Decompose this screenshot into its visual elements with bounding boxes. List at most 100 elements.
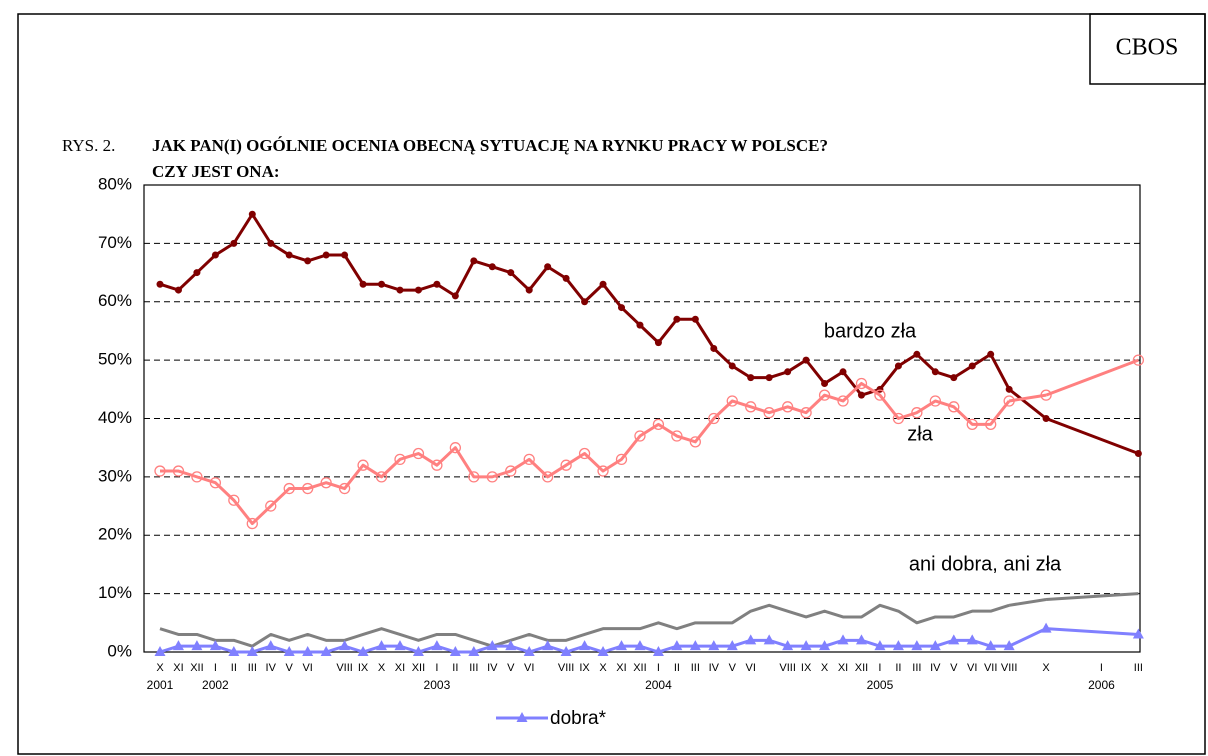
point [689, 640, 701, 651]
x-tick-label: V [507, 662, 515, 674]
point [819, 640, 831, 651]
point [544, 263, 552, 271]
point [246, 517, 258, 530]
point [412, 646, 424, 656]
x-tick-label: I [214, 662, 217, 674]
point [486, 471, 498, 483]
point [747, 374, 755, 382]
point [892, 412, 905, 425]
point [507, 269, 515, 277]
point [837, 634, 849, 645]
series-label: ani dobra, ani zła [909, 553, 1062, 575]
x-tick-label: VIII [336, 662, 353, 674]
x-tick-label: II [231, 662, 237, 674]
point [966, 418, 978, 430]
point [375, 471, 388, 483]
point [597, 465, 609, 477]
point [710, 344, 718, 352]
x-tick-label: X [599, 662, 607, 674]
x-tick-label: I [878, 662, 881, 674]
point [357, 459, 369, 471]
point [689, 436, 701, 448]
point [948, 634, 960, 645]
point [228, 646, 240, 656]
point [468, 646, 480, 656]
point [394, 453, 406, 466]
y-tick-label: 40% [98, 408, 132, 427]
x-tick-label: I [435, 662, 438, 674]
point [634, 430, 646, 442]
plot-area [143, 184, 1141, 653]
point [396, 286, 404, 294]
legend-marker [516, 712, 528, 722]
point [671, 640, 683, 651]
point [728, 362, 736, 370]
point [525, 286, 533, 294]
x-tick-label: IV [709, 662, 720, 674]
point [265, 500, 277, 512]
year-label: 2005 [867, 678, 894, 692]
point [376, 640, 388, 651]
point [1040, 622, 1052, 633]
point [451, 292, 459, 300]
point [562, 274, 570, 282]
y-tick-label: 30% [98, 466, 132, 485]
gap-bridge [1045, 592, 1139, 601]
point [618, 304, 625, 312]
point [708, 640, 720, 651]
point [726, 395, 738, 407]
x-tick-label: VIII [779, 662, 796, 674]
point [267, 239, 275, 247]
gap-bridge [1008, 597, 1047, 607]
chart-title: JAK PAN(I) OGÓLNIE OCENIA OBECNĄ SYTUACJ… [152, 136, 828, 155]
point [763, 407, 775, 419]
x-tick-label: V [286, 662, 294, 674]
y-tick-label: 20% [98, 525, 132, 544]
point [616, 640, 627, 651]
point [542, 640, 554, 651]
point [876, 385, 884, 393]
badge-box [1089, 13, 1206, 85]
point [913, 350, 921, 358]
x-tick-label: III [248, 662, 257, 674]
point [581, 298, 589, 306]
y-tick-label: 0% [107, 641, 132, 660]
point [449, 442, 462, 454]
point [784, 368, 792, 376]
x-tick-label: I [657, 662, 660, 674]
x-tick-label: XII [855, 662, 868, 674]
year-label: 2004 [645, 678, 672, 692]
point [892, 640, 904, 651]
point [821, 379, 829, 387]
point [154, 465, 166, 477]
point [839, 368, 847, 376]
point [357, 646, 369, 656]
point [763, 634, 775, 645]
y-tick-label: 70% [98, 233, 132, 252]
point [359, 280, 367, 288]
point [911, 407, 923, 419]
y-tick-label: 50% [98, 350, 132, 369]
point [837, 395, 849, 407]
point [615, 453, 628, 466]
gap-bridge [1008, 393, 1047, 403]
point [248, 210, 256, 218]
point [855, 634, 867, 645]
y-tick-label: 10% [98, 583, 132, 602]
point [265, 640, 277, 651]
x-tick-label: III [469, 662, 478, 674]
year-label: 2002 [202, 678, 229, 692]
series-label: zła [907, 423, 933, 445]
point [652, 646, 664, 656]
gap-bridge [1008, 388, 1048, 420]
x-tick-label: IX [801, 662, 812, 674]
point [412, 447, 425, 460]
series-label: bardzo zła [824, 320, 917, 342]
point [1134, 450, 1142, 458]
x-tick-label: VIII [558, 662, 575, 674]
x-tick-label: X [156, 662, 164, 674]
point [948, 401, 960, 413]
point [302, 482, 314, 495]
point [636, 321, 644, 329]
point [987, 350, 995, 358]
